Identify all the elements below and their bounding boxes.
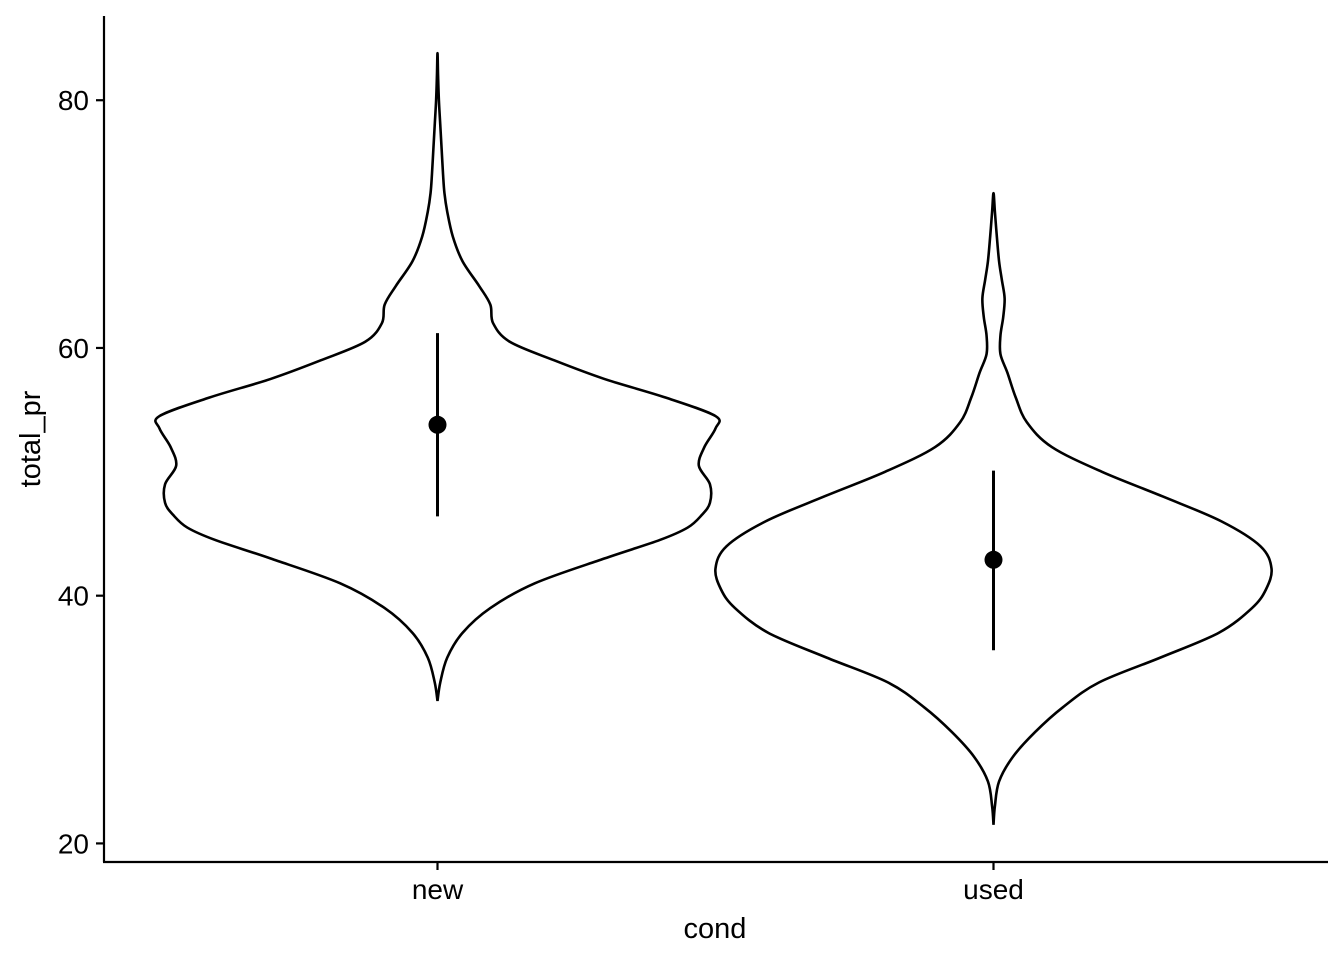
y-tick-label: 40: [58, 581, 89, 612]
plot-area: [154, 51, 1273, 825]
x-tick-label: used: [963, 874, 1024, 905]
y-axis-title: total_pr: [15, 390, 47, 487]
violin-new: [154, 51, 721, 702]
y-tick-label: 80: [58, 85, 89, 116]
x-axis-ticks: new used: [412, 862, 1024, 905]
y-tick-label: 60: [58, 333, 89, 364]
mean-point-used: [984, 550, 1003, 569]
x-axis-title: cond: [684, 913, 747, 945]
x-tick-label: new: [412, 874, 464, 905]
violin-used: [714, 191, 1273, 825]
y-tick-label: 20: [58, 828, 89, 859]
y-axis-ticks: 20 40 60 80: [58, 85, 104, 859]
mean-point-new: [428, 415, 447, 434]
